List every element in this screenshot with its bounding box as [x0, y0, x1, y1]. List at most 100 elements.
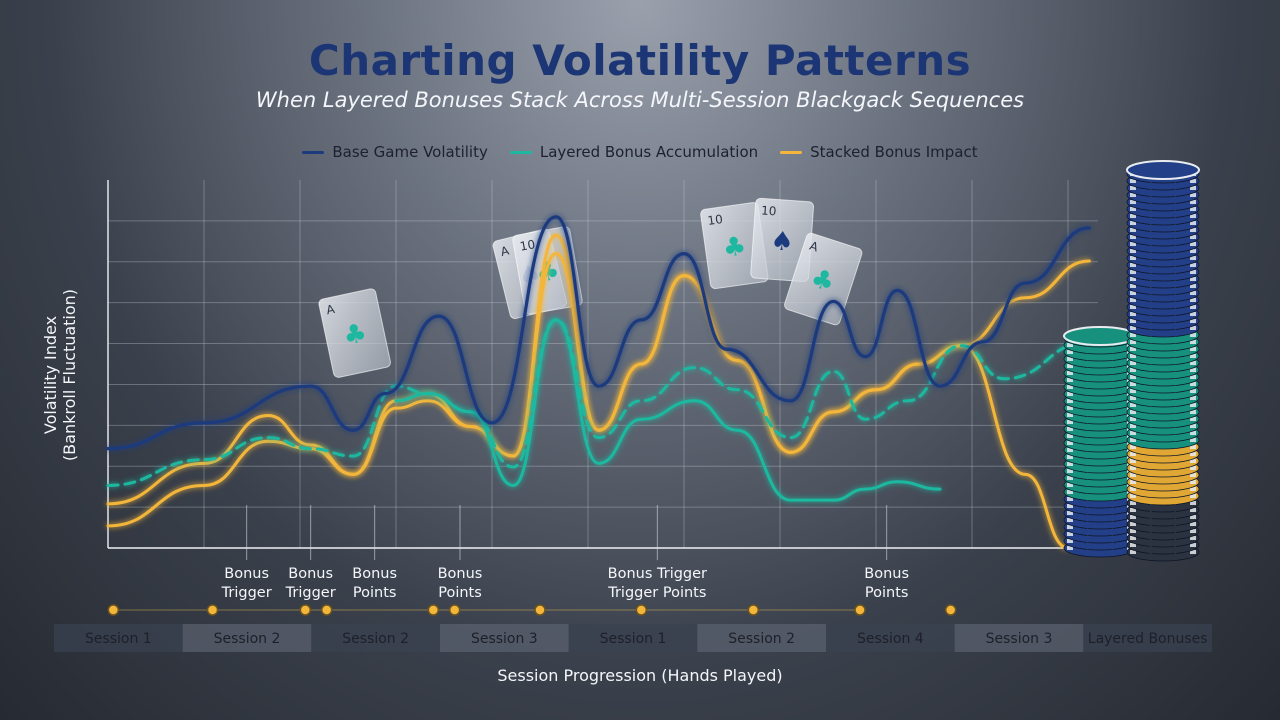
chip-stripe: [1130, 179, 1136, 183]
chip-stripe: [1130, 305, 1136, 309]
legend-item-base-game: Base Game Volatility: [302, 143, 488, 161]
poker-chip-top: [1126, 160, 1200, 180]
poker-chip-top: [1063, 326, 1137, 346]
chip-stripe: [1130, 298, 1136, 302]
chart-axes: [107, 180, 1098, 549]
annotation-label-0: Trigger: [221, 585, 272, 601]
chip-stripe: [1190, 438, 1196, 442]
x-tick-cell: [182, 624, 312, 652]
series-lines: [106, 215, 1091, 550]
chip-stripe: [1067, 371, 1073, 375]
chip-stripe: [1190, 543, 1196, 547]
annotation-label-1: Bonus: [288, 566, 333, 582]
chip-stripe: [1190, 221, 1196, 225]
card-suit-icon: ♣: [534, 256, 562, 290]
chip-stripe: [1067, 469, 1073, 473]
legend-item-layered-bonus: Layered Bonus Accumulation: [509, 143, 758, 161]
chip-stripe: [1130, 494, 1136, 498]
chip-stripe: [1190, 312, 1196, 316]
timeline-marker-dot: [635, 604, 648, 616]
x-axis-session-bar: Session 1 Session 2 Session 2 Session 3 Sess…: [54, 624, 1212, 652]
annotation-label-4: Trigger Points: [607, 585, 706, 601]
chip-stripe: [1190, 340, 1196, 344]
chip-stripe: [1130, 508, 1136, 512]
series-line-1: [106, 318, 1091, 487]
chip-stripe: [1190, 480, 1196, 484]
legend-item-stacked-bonus: Stacked Bonus Impact: [780, 143, 978, 161]
chip-stripe: [1130, 284, 1136, 288]
x-tick-label: Session 2: [342, 631, 409, 647]
chip-stripe: [1130, 466, 1136, 470]
chip-stripe: [1130, 270, 1136, 274]
x-tick-cell: [1083, 624, 1212, 652]
chip-stripe: [1067, 420, 1073, 424]
poker-chip-stacks: [1063, 160, 1200, 562]
chip-stripe: [1067, 532, 1073, 536]
chip-stripe: [1130, 200, 1136, 204]
chip-stripe: [1130, 487, 1136, 491]
chip-stripe: [1130, 221, 1136, 225]
chip-stripe: [1190, 326, 1196, 330]
playing-card: A♣: [318, 288, 391, 378]
chip-stripe: [1130, 340, 1136, 344]
chip-stripe: [1067, 497, 1073, 501]
chip-stripe: [1190, 270, 1196, 274]
playing-card: A♣: [784, 232, 863, 326]
chip-stripe: [1190, 256, 1196, 260]
chip-stripe: [1190, 200, 1196, 204]
playing-cards-decoration: A♣A♠10♣10♣10♠A♣: [318, 197, 863, 378]
annotation-label-5: Bonus: [864, 566, 909, 582]
chip-stripe: [1130, 445, 1136, 449]
x-tick-label: Session 2: [214, 631, 281, 647]
chip-stripe: [1130, 354, 1136, 358]
chip-stripe: [1190, 179, 1196, 183]
chip-stripe: [1067, 448, 1073, 452]
series-line-2: [394, 318, 942, 502]
chip-stripe: [1067, 441, 1073, 445]
chip-stripe: [1190, 515, 1196, 519]
chip-stripe: [1190, 522, 1196, 526]
card-suit-icon: ♣: [721, 231, 748, 264]
x-tick-cell: [440, 624, 569, 652]
chip-stripe: [1130, 473, 1136, 477]
chip-stripe: [1130, 529, 1136, 533]
chip-stripe: [1190, 193, 1196, 197]
x-tick-cell: [568, 624, 698, 652]
series-line-4: [106, 233, 1070, 550]
chip-stack-right: [1126, 160, 1200, 562]
chip-stripe: [1190, 249, 1196, 253]
card-rank: A: [325, 302, 337, 318]
grid-lines: [107, 180, 1098, 549]
chip-stripe: [1130, 438, 1136, 442]
chip-stripe: [1067, 343, 1073, 347]
card-rank: 10: [707, 212, 724, 228]
chip-stripe: [1130, 536, 1136, 540]
chip-stripe: [1130, 410, 1136, 414]
timeline-marker-dot: [747, 604, 760, 616]
chip-stripe: [1190, 333, 1196, 337]
chip-stripe: [1130, 214, 1136, 218]
annotation-label-3: Bonus: [438, 566, 483, 582]
x-tick-cell: [954, 624, 1084, 652]
chip-stripe: [1130, 543, 1136, 547]
chip-stripe: [1130, 361, 1136, 365]
chip-stripe: [1130, 452, 1136, 456]
chip-stripe: [1067, 406, 1073, 410]
chip-stripe: [1190, 305, 1196, 309]
chip-stripe: [1190, 431, 1196, 435]
chip-stripe: [1190, 368, 1196, 372]
annotation-label-0: Bonus: [224, 566, 269, 582]
legend-swatch-base-game: [302, 150, 325, 154]
chip-stripe: [1190, 284, 1196, 288]
timeline-marker-dot: [944, 604, 957, 616]
chip-stripe: [1067, 350, 1073, 354]
chip-stripe: [1130, 228, 1136, 232]
chip-stripe: [1190, 347, 1196, 351]
annotation-label-3: Points: [438, 585, 482, 601]
chip-stripe: [1190, 403, 1196, 407]
card-suit-icon: ♠: [769, 226, 794, 258]
bonus-annotations: Bonus Trigger Bonus Trigger Bonus Points Bonus…: [221, 505, 909, 601]
chip-stripe: [1067, 462, 1073, 466]
annotation-label-2: Bonus: [352, 566, 397, 582]
